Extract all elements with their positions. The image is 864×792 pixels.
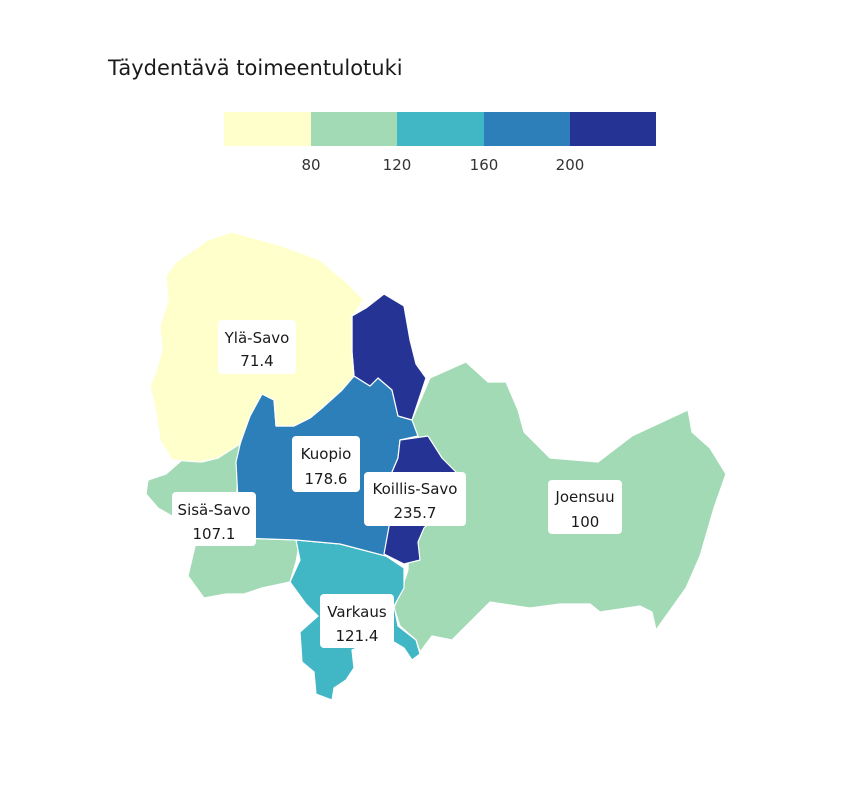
- label-sisa-savo: Sisä-Savo 107.1: [172, 492, 256, 546]
- label-joensuu: Joensuu 100: [548, 480, 622, 534]
- label-sisa-savo-name: Sisä-Savo: [178, 501, 251, 519]
- legend-swatch-5: [570, 112, 656, 146]
- label-sisa-savo-value: 107.1: [193, 525, 236, 543]
- legend-break-160: 160: [470, 156, 499, 174]
- label-kuopio-value: 178.6: [305, 470, 348, 488]
- label-koillis-savo-value: 235.7: [394, 504, 437, 522]
- label-koillis-savo-name: Koillis-Savo: [373, 480, 458, 498]
- legend: 80 120 160 200: [224, 112, 656, 174]
- label-joensuu-name: Joensuu: [554, 488, 614, 506]
- label-kuopio-name: Kuopio: [301, 445, 352, 463]
- label-koillis-savo: Koillis-Savo 235.7: [364, 472, 466, 526]
- label-yla-savo: Ylä-Savo 71.4: [218, 320, 296, 374]
- legend-break-200: 200: [556, 156, 585, 174]
- legend-swatch-1: [224, 112, 311, 146]
- legend-swatch-3: [397, 112, 484, 146]
- regions: [145, 231, 727, 701]
- label-varkaus-name: Varkaus: [327, 603, 387, 621]
- legend-break-120: 120: [383, 156, 412, 174]
- label-varkaus-value: 121.4: [336, 627, 379, 645]
- label-kuopio: Kuopio 178.6: [292, 436, 360, 492]
- map-title: Täydentävä toimeentulotuki: [108, 56, 403, 80]
- label-joensuu-value: 100: [571, 513, 600, 531]
- label-yla-savo-name: Ylä-Savo: [224, 329, 290, 347]
- legend-break-80: 80: [301, 156, 320, 174]
- region-labels: Ylä-Savo 71.4 Kuopio 178.6 Koillis-Savo …: [172, 320, 622, 648]
- label-yla-savo-value: 71.4: [240, 352, 273, 370]
- legend-swatch-2: [311, 112, 397, 146]
- label-varkaus: Varkaus 121.4: [320, 594, 394, 648]
- legend-swatch-4: [484, 112, 570, 146]
